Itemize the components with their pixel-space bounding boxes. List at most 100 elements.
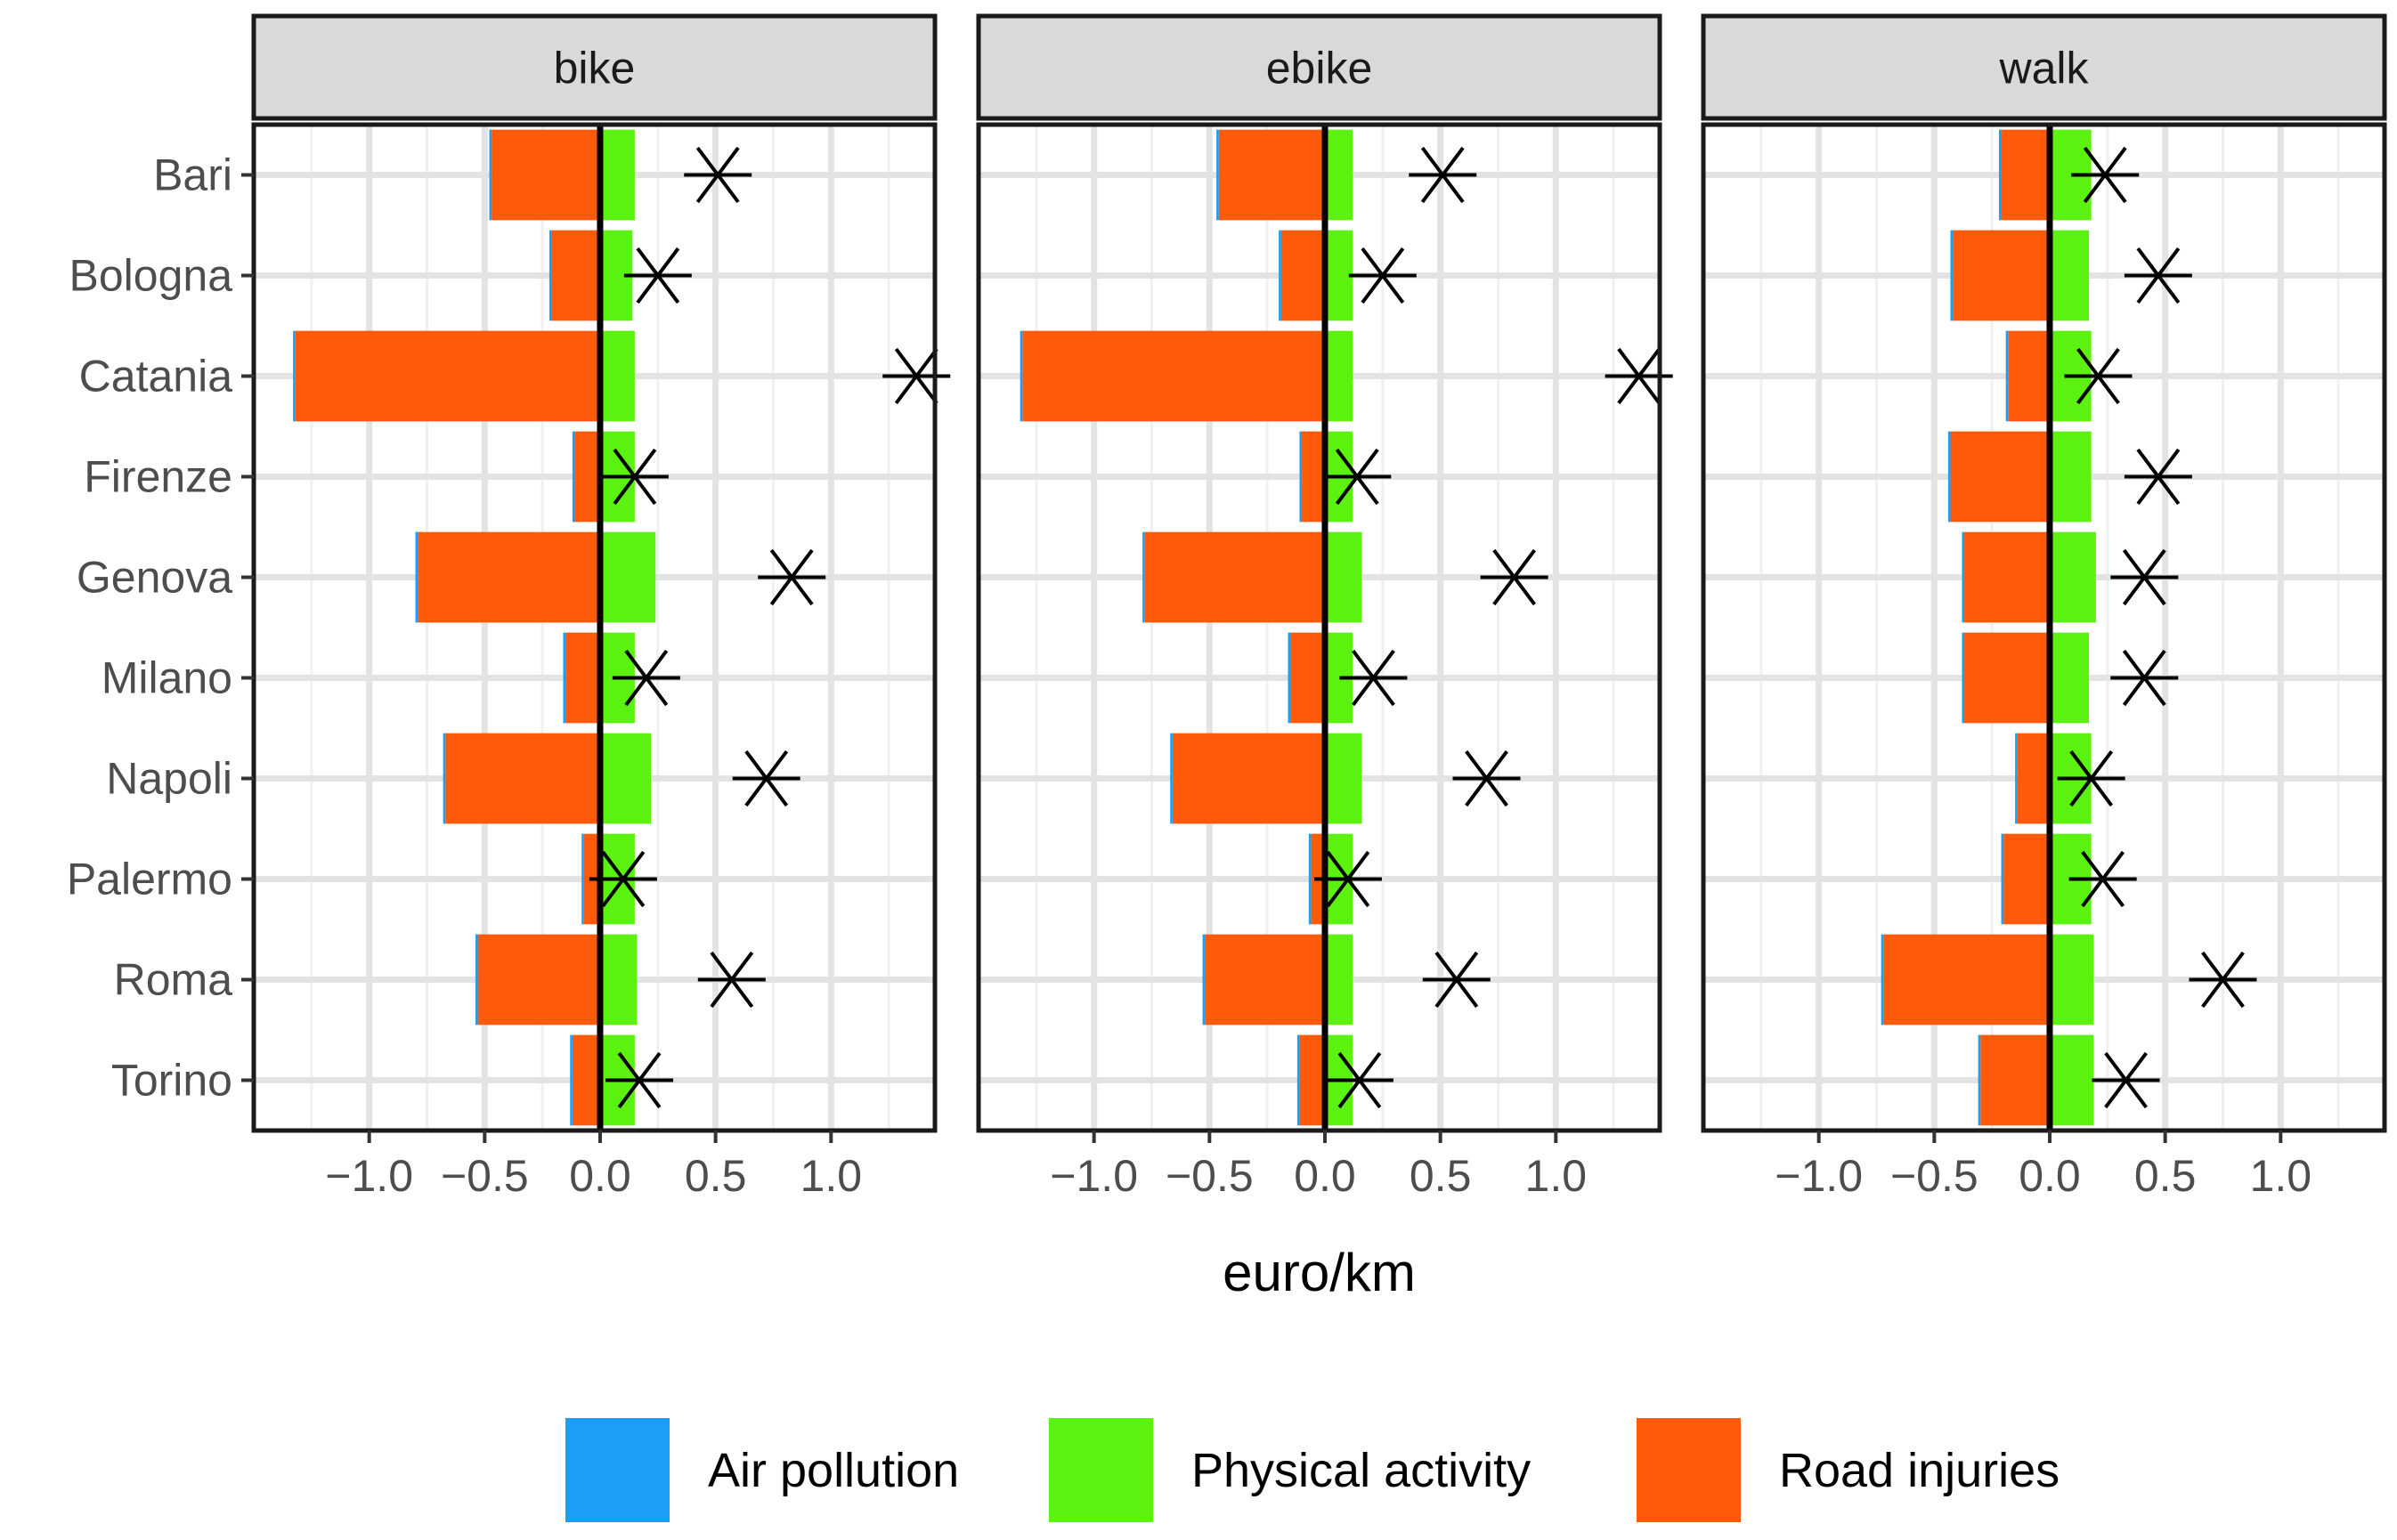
strip-background — [251, 13, 938, 121]
bar-air-pollution — [1202, 934, 1206, 1025]
legend-key-road — [1637, 1418, 1741, 1522]
net-marker — [2064, 347, 2133, 405]
net-marker — [2068, 850, 2137, 908]
x-tick-label: 0.0 — [1294, 1151, 1356, 1201]
net-marker — [600, 448, 669, 506]
bar-physical-activity — [1324, 230, 1353, 321]
bar-road-injuries — [572, 1034, 600, 1126]
bar-road-injuries — [1964, 531, 2050, 623]
bar-air-pollution — [548, 230, 552, 321]
net-marker-stroke — [624, 649, 669, 707]
x-axis-title: euro/km — [1223, 1243, 1416, 1302]
bar-physical-activity — [599, 330, 635, 422]
net-marker-stroke — [2081, 850, 2125, 908]
bar-air-pollution — [475, 934, 478, 1025]
bar-road-injuries — [551, 230, 600, 321]
bar-physical-activity — [2049, 934, 2094, 1025]
panel-ebike: ebike −1.0 −0.5 0.0 0.5 1.0 — [976, 13, 1673, 1201]
panel-walk: walk −1.0 −0.5 0.0 0.5 1.0 — [1701, 13, 2387, 1201]
net-marker-stroke — [1617, 347, 1662, 405]
bar-air-pollution — [1142, 531, 1145, 623]
net-marker-stroke — [695, 146, 740, 204]
bar-air-pollution — [2001, 833, 2004, 925]
net-marker — [1323, 448, 1392, 506]
y-tick-label: Torino — [111, 1056, 232, 1106]
net-marker — [2071, 146, 2140, 204]
bar-road-injuries — [1290, 632, 1325, 724]
net-marker-stroke — [2076, 347, 2120, 405]
bar-road-injuries — [2017, 733, 2050, 824]
bar-physical-activity — [599, 129, 635, 221]
y-tick-label: Palermo — [67, 855, 232, 904]
net-marker — [2189, 951, 2257, 1009]
bar-air-pollution — [570, 1034, 573, 1126]
x-tick-label: 0.5 — [685, 1151, 747, 1201]
bar-road-injuries — [418, 531, 600, 623]
net-marker — [882, 347, 951, 405]
net-marker — [605, 1051, 674, 1109]
bar-air-pollution — [1947, 431, 1951, 523]
bar-air-pollution — [1881, 934, 1884, 1025]
y-tick-label: Bari — [153, 150, 232, 200]
net-marker-stroke — [617, 1051, 662, 1109]
bar-air-pollution — [1020, 330, 1023, 422]
bar-air-pollution — [1279, 230, 1281, 321]
net-marker-stroke — [1434, 951, 1479, 1009]
bar-road-injuries — [1964, 632, 2050, 724]
net-marker-stroke — [601, 850, 646, 908]
net-marker — [1325, 1051, 1394, 1109]
net-marker-stroke — [769, 548, 814, 606]
net-marker — [758, 548, 826, 606]
x-tick-label: 1.0 — [1525, 1151, 1588, 1201]
bar-air-pollution — [489, 129, 492, 221]
bar-road-injuries — [1953, 230, 2050, 321]
bar-road-injuries — [574, 431, 600, 523]
bar-air-pollution — [1962, 632, 1965, 724]
bar-air-pollution — [1962, 531, 1965, 623]
bar-air-pollution — [293, 330, 296, 422]
strip-label-bike: bike — [554, 44, 636, 93]
x-tick-label: 0.5 — [2134, 1151, 2197, 1201]
bar-air-pollution — [1308, 833, 1312, 925]
bar-road-injuries — [1980, 1034, 2050, 1126]
y-tick-label: Napoli — [106, 754, 232, 804]
bar-road-injuries — [295, 330, 600, 422]
net-marker — [612, 649, 680, 707]
net-marker-stroke — [636, 247, 680, 304]
net-marker-stroke — [894, 347, 938, 405]
bar-physical-activity — [599, 733, 652, 824]
strip-label-ebike: ebike — [1266, 44, 1373, 93]
y-tick-label: Genova — [77, 553, 232, 603]
bar-air-pollution — [581, 833, 584, 925]
net-marker — [2110, 548, 2179, 606]
x-tick-label: 0.0 — [569, 1151, 631, 1201]
bar-road-injuries — [1883, 934, 2050, 1025]
net-marker-stroke — [2201, 951, 2245, 1009]
panel-border — [976, 122, 1662, 1133]
bar-air-pollution — [2005, 330, 2009, 422]
bar-physical-activity — [1324, 330, 1353, 422]
bar-air-pollution — [563, 632, 566, 724]
x-tick-label: −1.0 — [1050, 1151, 1138, 1201]
net-marker — [2124, 448, 2192, 506]
bar-road-injuries — [1022, 330, 1325, 422]
bar-physical-activity — [1324, 129, 1353, 221]
bar-air-pollution — [415, 531, 418, 623]
net-marker-stroke — [2136, 448, 2181, 506]
net-marker-stroke — [2122, 548, 2166, 606]
bar-air-pollution — [1296, 1034, 1300, 1126]
bar-road-injuries — [492, 129, 600, 221]
net-marker — [1480, 548, 1548, 606]
legend-label-phys: Physical activity — [1191, 1444, 1531, 1497]
net-marker-stroke — [1335, 448, 1379, 506]
net-marker — [1348, 247, 1417, 304]
bar-physical-activity — [599, 934, 638, 1025]
x-tick-label: 1.0 — [800, 1151, 863, 1201]
net-marker — [697, 951, 766, 1009]
bar-road-injuries — [1205, 934, 1325, 1025]
bar-air-pollution — [1950, 230, 1954, 321]
net-marker — [1452, 750, 1521, 807]
net-marker-stroke — [1352, 649, 1395, 707]
net-marker — [2092, 1051, 2160, 1109]
